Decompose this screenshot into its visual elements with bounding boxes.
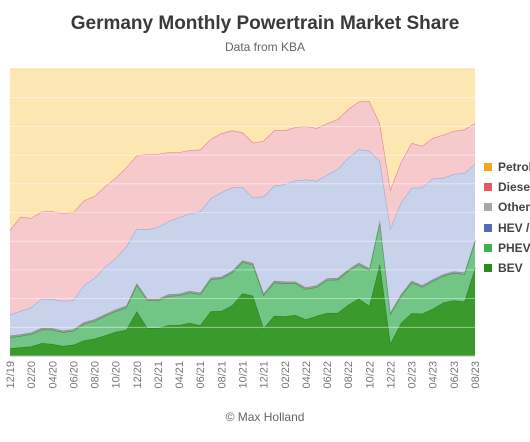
- x-tick-label: 12/21: [259, 361, 271, 389]
- x-tick-label: 02/22: [280, 361, 292, 389]
- x-axis-tick-labels: 12/19 02/20 04/20 06/20 08/20 10/20 12/20 02/21…: [5, 361, 482, 389]
- x-tick-label: 02/20: [26, 361, 38, 389]
- x-tick-label: 08/23: [470, 361, 482, 389]
- x-tick-label: 06/22: [322, 361, 334, 389]
- x-tick-label: 04/23: [428, 361, 440, 389]
- grid-layer: [10, 97, 475, 357]
- legend: Petrol Diesel Other HEV / PHEV BEV: [484, 157, 530, 278]
- legend-label: Diesel: [498, 180, 530, 195]
- x-tick-label: 12/22: [385, 361, 397, 389]
- x-tick-label: 10/20: [111, 361, 123, 389]
- x-tick-label: 08/20: [90, 361, 102, 389]
- area-phev: [10, 221, 475, 349]
- x-tick-label: 12/19: [5, 361, 17, 389]
- legend-label: HEV /: [498, 220, 530, 235]
- x-tick-label: 06/21: [195, 361, 207, 389]
- x-tick-label: 12/20: [132, 361, 144, 389]
- legend-swatch: [484, 183, 492, 192]
- legend-item-other[interactable]: Other: [484, 197, 530, 217]
- legend-swatch: [484, 223, 492, 232]
- x-tick-label: 04/21: [174, 361, 186, 389]
- legend-item-petrol[interactable]: Petrol: [484, 157, 530, 177]
- x-tick-label: 02/21: [153, 361, 165, 389]
- x-tick-label: 08/22: [343, 361, 355, 389]
- area-diesel: [10, 100, 475, 315]
- area-layer: [9, 68, 476, 356]
- x-tick-label: 06/23: [449, 361, 461, 389]
- legend-swatch: [484, 264, 492, 273]
- x-tick-label: 02/23: [407, 361, 419, 389]
- legend-item-bev[interactable]: BEV: [484, 258, 530, 278]
- legend-swatch: [484, 203, 492, 212]
- legend-label: Petrol: [498, 160, 530, 175]
- area-bev: [10, 263, 475, 356]
- credit-text: © Max Holland: [225, 410, 305, 424]
- x-tick-label: 04/22: [301, 361, 313, 389]
- legend-item-diesel[interactable]: Diesel: [484, 177, 530, 197]
- legend-swatch: [484, 163, 492, 172]
- legend-swatch: [484, 243, 492, 252]
- legend-label: Other: [498, 200, 530, 215]
- legend-item-hev[interactable]: HEV /: [484, 218, 530, 238]
- area-petrol: [10, 69, 475, 231]
- x-tick-label: 10/22: [364, 361, 376, 389]
- x-tick-label: 04/20: [47, 361, 59, 389]
- legend-item-phev[interactable]: PHEV: [484, 238, 530, 258]
- x-tick-label: 10/21: [238, 361, 250, 389]
- x-tick-label: 08/21: [216, 361, 228, 389]
- chart-subtitle: Data from KBA: [224, 40, 306, 54]
- x-tick-label: 06/20: [68, 361, 80, 389]
- chart-title: Germany Monthly Powertrain Market Share: [70, 13, 460, 34]
- legend-label: PHEV: [498, 240, 530, 255]
- area-hev: [10, 149, 475, 336]
- legend-label: BEV: [498, 261, 523, 276]
